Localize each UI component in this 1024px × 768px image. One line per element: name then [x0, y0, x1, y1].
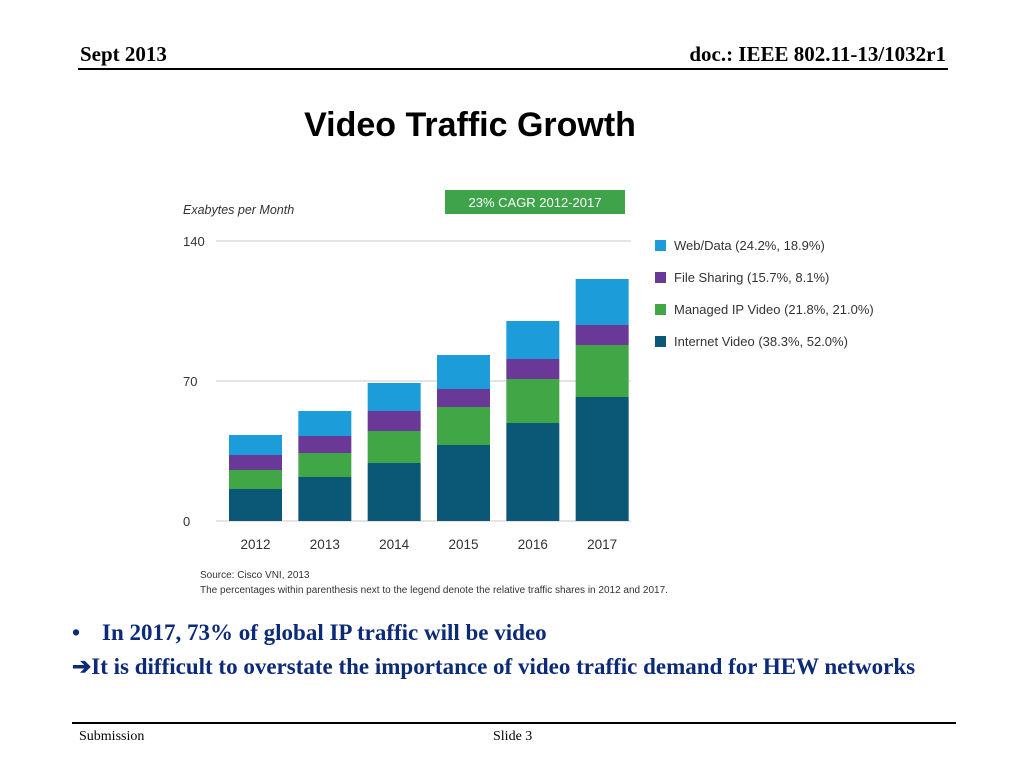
bar-segment	[575, 325, 629, 345]
legend-label: Web/Data (24.2%, 18.9%)	[674, 238, 825, 253]
x-tick-label: 2017	[587, 537, 617, 552]
x-tick-label: 2014	[379, 537, 410, 552]
bullet-marker: •	[72, 620, 81, 645]
bar-segment	[367, 411, 421, 431]
y-tick-label: 70	[183, 374, 197, 389]
bar-segment	[506, 379, 560, 423]
bar-segment	[229, 470, 282, 489]
bar-segment	[229, 435, 282, 455]
bullet-item: • In 2017, 73% of global IP traffic will…	[72, 616, 1012, 650]
header-doc-id: doc.: IEEE 802.11-13/1032r1	[689, 42, 946, 66]
bar-segment	[298, 411, 352, 436]
x-tick-label: 2016	[518, 537, 548, 552]
y-tick-label: 0	[183, 514, 190, 529]
bar-segment	[298, 436, 352, 453]
bar-segment	[506, 359, 560, 379]
bar-segment	[367, 463, 421, 521]
legend-swatch	[655, 272, 666, 283]
bar-segment	[506, 321, 560, 359]
chart-source: Source: Cisco VNI, 2013	[200, 570, 310, 581]
conclusion-text: ➔It is difficult to overstate the import…	[72, 654, 916, 679]
header-date: Sept 2013	[80, 42, 167, 66]
x-tick-label: 2012	[240, 537, 270, 552]
legend-swatch	[655, 240, 666, 251]
header-rule	[78, 68, 948, 70]
bar-segment	[575, 345, 629, 397]
cagr-badge-text: 23% CAGR 2012-2017	[469, 195, 602, 210]
chart-note: The percentages within parenthesis next …	[200, 585, 668, 596]
footer-rule	[72, 722, 956, 724]
footer-submission: Submission	[79, 729, 145, 744]
legend-label: Internet Video (38.3%, 52.0%)	[674, 334, 848, 349]
legend-swatch	[655, 336, 666, 347]
slide-title: Video Traffic Growth	[304, 106, 636, 144]
bar-segment	[298, 477, 352, 521]
y-tick-label: 140	[183, 234, 205, 249]
legend-swatch	[655, 304, 666, 315]
bar-segment	[437, 445, 490, 521]
bar-segment	[437, 407, 490, 445]
bar-segment	[437, 389, 490, 407]
cagr-badge	[445, 190, 625, 214]
y-axis-title: Exabytes per Month	[183, 203, 294, 217]
bar-segment	[367, 431, 421, 463]
bar-segment	[367, 383, 421, 411]
bar-segment	[437, 355, 490, 389]
legend-label: File Sharing (15.7%, 8.1%)	[674, 270, 829, 285]
legend-label: Managed IP Video (21.8%, 21.0%)	[674, 302, 874, 317]
footer-slide-number: Slide 3	[493, 729, 533, 744]
bullet-list: • In 2017, 73% of global IP traffic will…	[72, 616, 1012, 684]
x-tick-label: 2013	[310, 537, 340, 552]
bar-segment	[229, 455, 282, 470]
chart-figure: Exabytes per Month 0 70 140 23% CAGR 2012-20…	[183, 187, 913, 599]
bar-segment	[298, 453, 352, 477]
bar-segment	[575, 279, 629, 325]
bar-segment	[575, 397, 629, 521]
x-tick-label: 2015	[448, 537, 478, 552]
bullet-text: In 2017, 73% of global IP traffic will b…	[102, 620, 547, 645]
stacked-bar-chart: Exabytes per Month 0 70 140 23% CAGR 2012-20…	[183, 190, 874, 596]
bar-segment	[506, 423, 560, 521]
bar-segment	[229, 489, 282, 521]
